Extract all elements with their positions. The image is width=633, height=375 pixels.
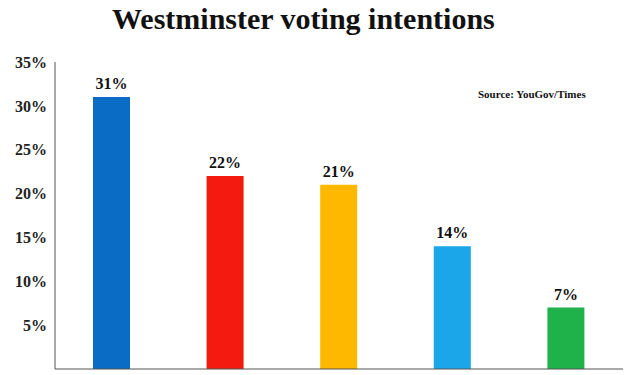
svg-text:14%: 14%: [436, 224, 468, 241]
svg-text:31%: 31%: [96, 75, 128, 92]
svg-text:21%: 21%: [323, 163, 355, 180]
svg-text:22%: 22%: [209, 154, 241, 171]
svg-text:35%: 35%: [15, 54, 47, 71]
svg-text:15%: 15%: [15, 229, 47, 246]
svg-text:25%: 25%: [15, 141, 47, 158]
svg-text:30%: 30%: [15, 98, 47, 115]
svg-text:20%: 20%: [15, 185, 47, 202]
html-text:Source: YouGov/Times: Source: YouGov/Times: [478, 88, 586, 100]
svg-text:7%: 7%: [554, 286, 578, 303]
svg-text:10%: 10%: [15, 273, 47, 290]
html-text:Westminster voting intentions: Westminster voting intentions: [112, 2, 495, 35]
svg-text:5%: 5%: [23, 317, 47, 334]
